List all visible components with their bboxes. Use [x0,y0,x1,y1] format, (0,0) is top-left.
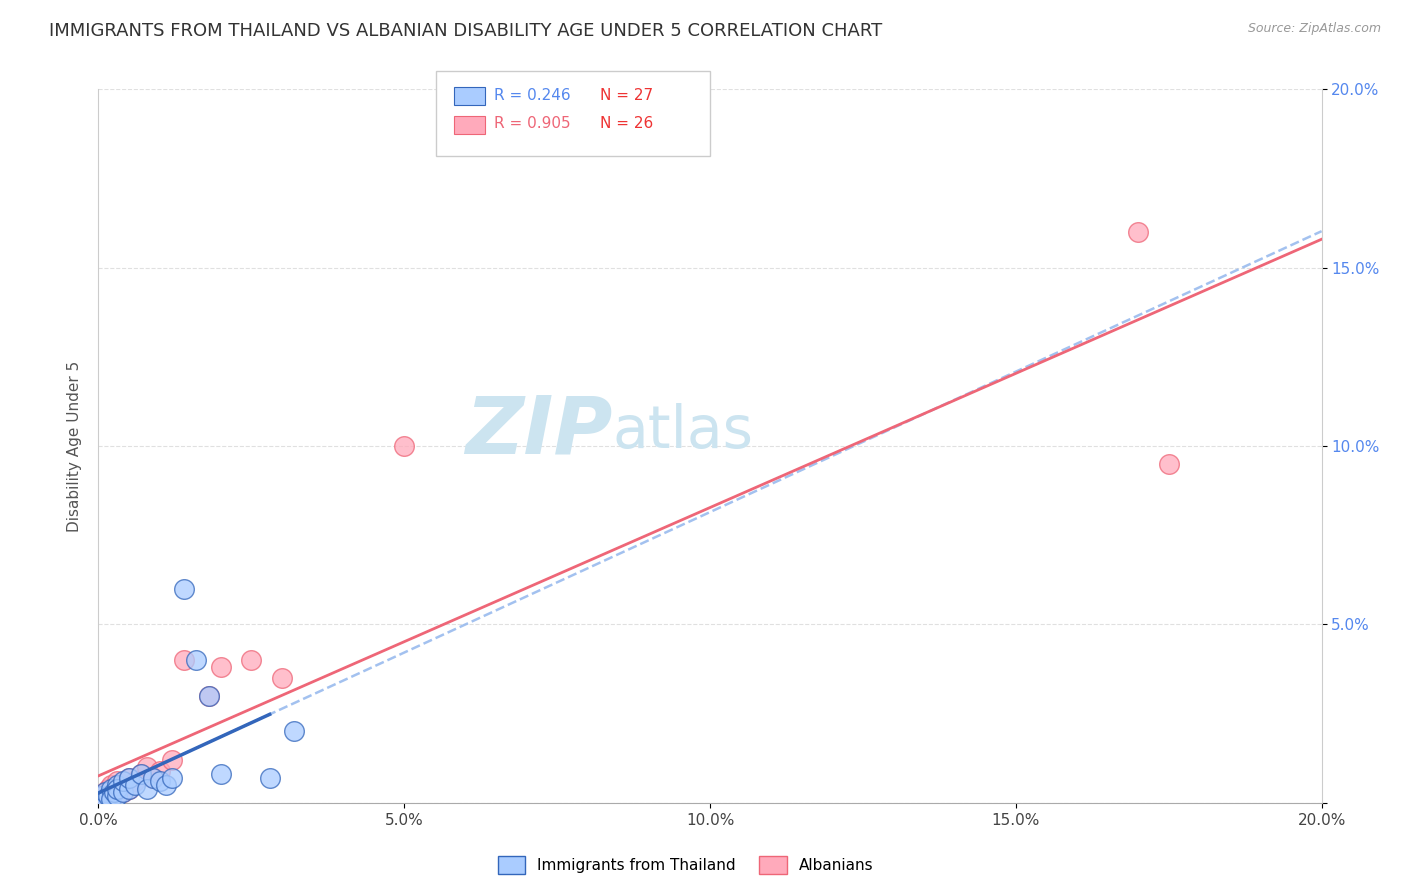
Point [197,689,219,703]
Point [93,792,115,806]
Point [149,774,172,789]
Text: N = 27: N = 27 [600,88,654,103]
Point [129,767,152,781]
Legend: Immigrants from Thailand, Albanians: Immigrants from Thailand, Albanians [498,856,873,873]
Point [197,689,219,703]
Point [142,771,165,785]
Point [105,781,128,796]
Point [103,785,125,799]
Point [93,789,115,803]
Point [100,781,122,796]
Point [270,671,292,685]
Point [186,653,208,667]
Point [100,778,122,792]
Text: R = 0.905: R = 0.905 [494,117,569,131]
Point [105,789,128,803]
Text: Source: ZipAtlas.com: Source: ZipAtlas.com [1247,22,1381,36]
Point [392,439,416,453]
Point [105,774,128,789]
Point [93,785,115,799]
Point [149,764,172,778]
Point [173,653,195,667]
Point [97,789,120,803]
Point [142,771,165,785]
Point [1128,225,1150,239]
Point [105,781,128,796]
Point [240,653,263,667]
Text: IMMIGRANTS FROM THAILAND VS ALBANIAN DISABILITY AGE UNDER 5 CORRELATION CHART: IMMIGRANTS FROM THAILAND VS ALBANIAN DIS… [49,22,883,40]
Point [118,771,141,785]
Point [129,767,152,781]
Point [118,781,141,796]
Point [209,660,232,674]
Point [1157,457,1180,471]
Point [160,771,183,785]
Point [124,778,146,792]
Point [100,785,122,799]
Point [283,724,305,739]
Point [90,789,112,803]
Point [118,781,141,796]
Text: atlas: atlas [612,403,754,460]
Point [90,792,112,806]
Point [111,778,134,792]
Y-axis label: Disability Age Under 5: Disability Age Under 5 [66,360,82,532]
Point [118,771,141,785]
Point [136,760,159,774]
Point [100,792,122,806]
Point [136,781,159,796]
Point [209,767,232,781]
Text: ZIP: ZIP [465,392,612,471]
Point [160,753,183,767]
Point [259,771,281,785]
Point [155,778,177,792]
Text: R = 0.246: R = 0.246 [494,88,569,103]
Point [111,774,134,789]
Point [111,785,134,799]
Point [97,781,120,796]
Point [105,778,128,792]
Point [111,785,134,799]
Point [124,774,146,789]
Text: N = 26: N = 26 [600,117,654,131]
Point [173,582,195,596]
Point [93,785,115,799]
